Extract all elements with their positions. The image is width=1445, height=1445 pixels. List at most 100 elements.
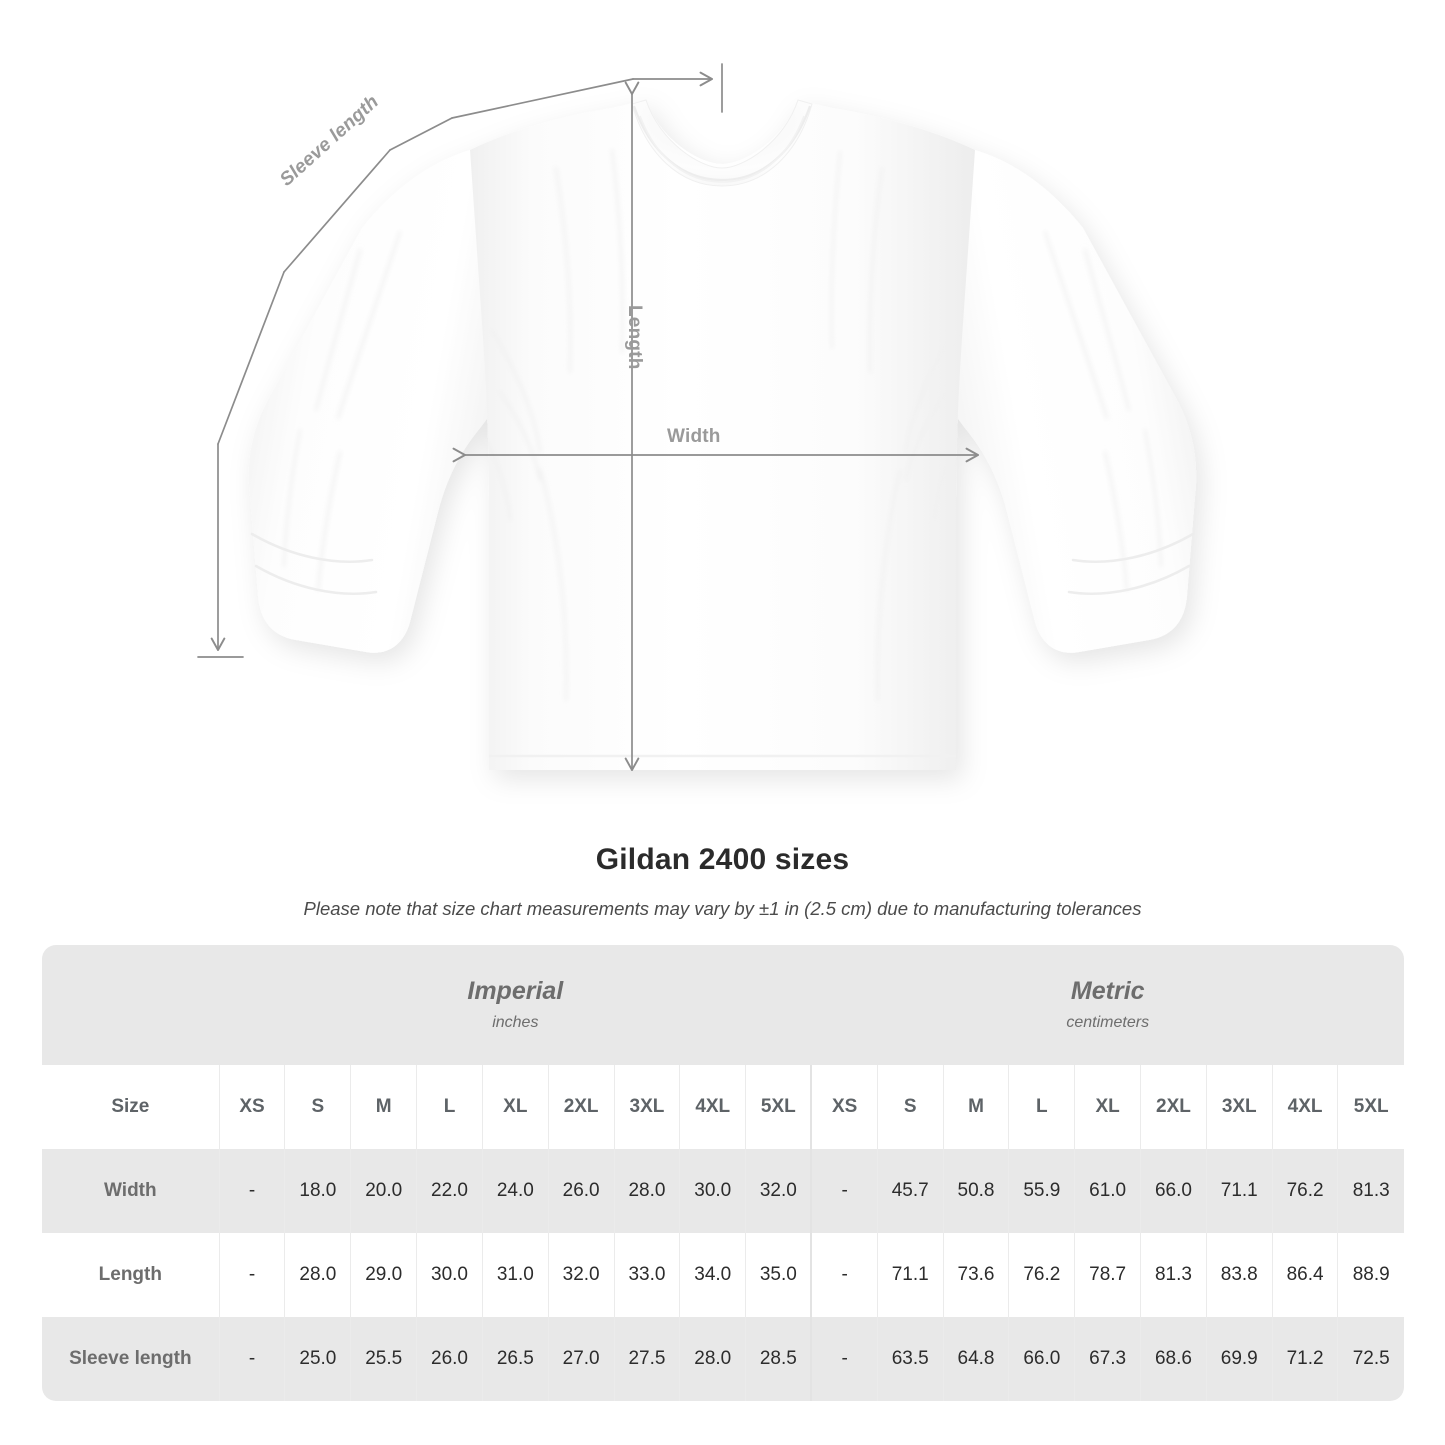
cell-sleeve-imperial-2xl: 27.0 <box>548 1317 615 1401</box>
header-imperial-s: S <box>284 1065 352 1149</box>
unit-cell-metric: Metric centimeters <box>811 945 1404 1065</box>
row-label-width: Width <box>42 1149 220 1233</box>
size-table: Imperial inches Metric centimeters Size … <box>42 945 1404 1401</box>
cell-width-metric-m: 50.8 <box>943 1149 1010 1233</box>
cell-length-imperial-4xl: 34.0 <box>679 1233 747 1317</box>
cell-sleeve-imperial-5xl: 28.5 <box>745 1317 812 1401</box>
fabric-folds <box>282 148 1163 702</box>
header-metric-s: S <box>877 1065 944 1149</box>
garment-diagram: Sleeve length Length Width <box>197 63 1197 771</box>
header-imperial-xl: XL <box>482 1065 549 1149</box>
cell-width-metric-s: 45.7 <box>877 1149 944 1233</box>
cell-sleeve-imperial-l: 26.0 <box>416 1317 483 1401</box>
cell-sleeve-imperial-xs: - <box>219 1317 286 1401</box>
cell-sleeve-imperial-4xl: 28.0 <box>679 1317 747 1401</box>
cell-width-imperial-s: 18.0 <box>284 1149 352 1233</box>
cell-length-imperial-s: 28.0 <box>284 1233 352 1317</box>
cell-length-metric-m: 73.6 <box>943 1233 1010 1317</box>
cell-width-metric-xs: - <box>810 1149 878 1233</box>
unit-band-row: Imperial inches Metric centimeters <box>42 945 1404 1065</box>
unit-sub-imperial: inches <box>492 1014 539 1032</box>
unit-name-imperial: Imperial <box>467 976 564 1005</box>
header-metric-5xl: 5XL <box>1337 1065 1404 1149</box>
cell-length-imperial-5xl: 35.0 <box>745 1233 812 1317</box>
unit-band-spacer <box>42 945 220 1065</box>
header-imperial-3xl: 3XL <box>614 1065 681 1149</box>
header-imperial-l: L <box>416 1065 483 1149</box>
tolerance-note: Please note that size chart measurements… <box>303 898 1142 919</box>
cell-length-imperial-3xl: 33.0 <box>614 1233 681 1317</box>
cell-sleeve-metric-m: 64.8 <box>943 1317 1010 1401</box>
header-metric-2xl: 2XL <box>1140 1065 1207 1149</box>
cell-length-imperial-m: 29.0 <box>350 1233 418 1317</box>
header-metric-3xl: 3XL <box>1206 1065 1273 1149</box>
header-imperial-5xl: 5XL <box>745 1065 812 1149</box>
table-row-length: Length - 28.0 29.0 30.0 31.0 32.0 33.0 3… <box>42 1233 1404 1317</box>
table-row-sleeve-length: Sleeve length - 25.0 25.5 26.0 26.5 27.0… <box>42 1317 1404 1401</box>
cell-sleeve-imperial-s: 25.0 <box>284 1317 352 1401</box>
cell-sleeve-metric-2xl: 68.6 <box>1140 1317 1207 1401</box>
cell-width-imperial-xs: - <box>219 1149 286 1233</box>
cell-sleeve-imperial-m: 25.5 <box>350 1317 418 1401</box>
unit-sub-metric: centimeters <box>1066 1014 1150 1032</box>
size-table-container: Imperial inches Metric centimeters Size … <box>42 945 1404 1401</box>
cell-length-metric-s: 71.1 <box>877 1233 944 1317</box>
cell-sleeve-metric-5xl: 72.5 <box>1337 1317 1404 1401</box>
collar <box>631 99 813 187</box>
cell-width-metric-xl: 61.0 <box>1074 1149 1142 1233</box>
cell-length-metric-5xl: 88.9 <box>1337 1233 1404 1317</box>
cell-sleeve-metric-xl: 67.3 <box>1074 1317 1142 1401</box>
measurement-lines <box>197 63 979 771</box>
cell-length-imperial-2xl: 32.0 <box>548 1233 615 1317</box>
cell-width-imperial-l: 22.0 <box>416 1149 483 1233</box>
row-label-sleeve-length: Sleeve length <box>42 1317 220 1401</box>
header-size-label: Size <box>42 1065 220 1149</box>
header-imperial-m: M <box>350 1065 418 1149</box>
cell-width-imperial-4xl: 30.0 <box>679 1149 747 1233</box>
header-imperial-2xl: 2XL <box>548 1065 615 1149</box>
shirt-silhouette <box>248 100 1197 770</box>
title-block: Gildan 2400 sizes Please note that size … <box>0 843 1445 920</box>
cell-sleeve-metric-l: 66.0 <box>1008 1317 1076 1401</box>
length-label: Length <box>624 305 645 370</box>
unit-cell-imperial: Imperial inches <box>219 945 812 1065</box>
table-row-width: Width - 18.0 20.0 22.0 24.0 26.0 28.0 30… <box>42 1149 1404 1233</box>
cell-sleeve-imperial-xl: 26.5 <box>482 1317 549 1401</box>
row-label-length: Length <box>42 1233 220 1317</box>
cell-width-imperial-3xl: 28.0 <box>614 1149 681 1233</box>
garment-illustration <box>197 63 1197 771</box>
cell-length-metric-2xl: 81.3 <box>1140 1233 1207 1317</box>
cell-width-imperial-2xl: 26.0 <box>548 1149 615 1233</box>
cell-length-metric-4xl: 86.4 <box>1272 1233 1339 1317</box>
cell-sleeve-metric-4xl: 71.2 <box>1272 1317 1339 1401</box>
cell-width-metric-l: 55.9 <box>1008 1149 1076 1233</box>
unit-name-metric: Metric <box>1070 976 1145 1005</box>
cell-width-imperial-m: 20.0 <box>350 1149 418 1233</box>
header-imperial-4xl: 4XL <box>679 1065 747 1149</box>
cell-width-metric-2xl: 66.0 <box>1140 1149 1207 1233</box>
cell-sleeve-metric-s: 63.5 <box>877 1317 944 1401</box>
header-metric-m: M <box>943 1065 1010 1149</box>
cell-length-imperial-xs: - <box>219 1233 286 1317</box>
cell-sleeve-metric-xs: - <box>810 1317 878 1401</box>
cuffs <box>250 532 1195 595</box>
cell-length-imperial-l: 30.0 <box>416 1233 483 1317</box>
cell-length-imperial-xl: 31.0 <box>482 1233 549 1317</box>
sleeve-length-guide <box>197 63 723 658</box>
cell-length-metric-l: 76.2 <box>1008 1233 1076 1317</box>
width-label: Width <box>667 426 721 447</box>
header-metric-xs: XS <box>810 1065 878 1149</box>
cell-length-metric-xl: 78.7 <box>1074 1233 1142 1317</box>
header-metric-l: L <box>1008 1065 1076 1149</box>
cell-length-metric-xs: - <box>810 1233 878 1317</box>
cell-sleeve-metric-3xl: 69.9 <box>1206 1317 1273 1401</box>
header-metric-xl: XL <box>1074 1065 1142 1149</box>
cell-sleeve-imperial-3xl: 27.5 <box>614 1317 681 1401</box>
cell-width-metric-3xl: 71.1 <box>1206 1149 1273 1233</box>
header-metric-4xl: 4XL <box>1272 1065 1339 1149</box>
cell-length-metric-3xl: 83.8 <box>1206 1233 1273 1317</box>
page-title: Gildan 2400 sizes <box>595 843 850 876</box>
size-header-row: Size XS S M L XL 2XL 3XL 4XL 5XL XS S M … <box>42 1065 1404 1149</box>
header-imperial-xs: XS <box>219 1065 286 1149</box>
cell-width-imperial-5xl: 32.0 <box>745 1149 812 1233</box>
